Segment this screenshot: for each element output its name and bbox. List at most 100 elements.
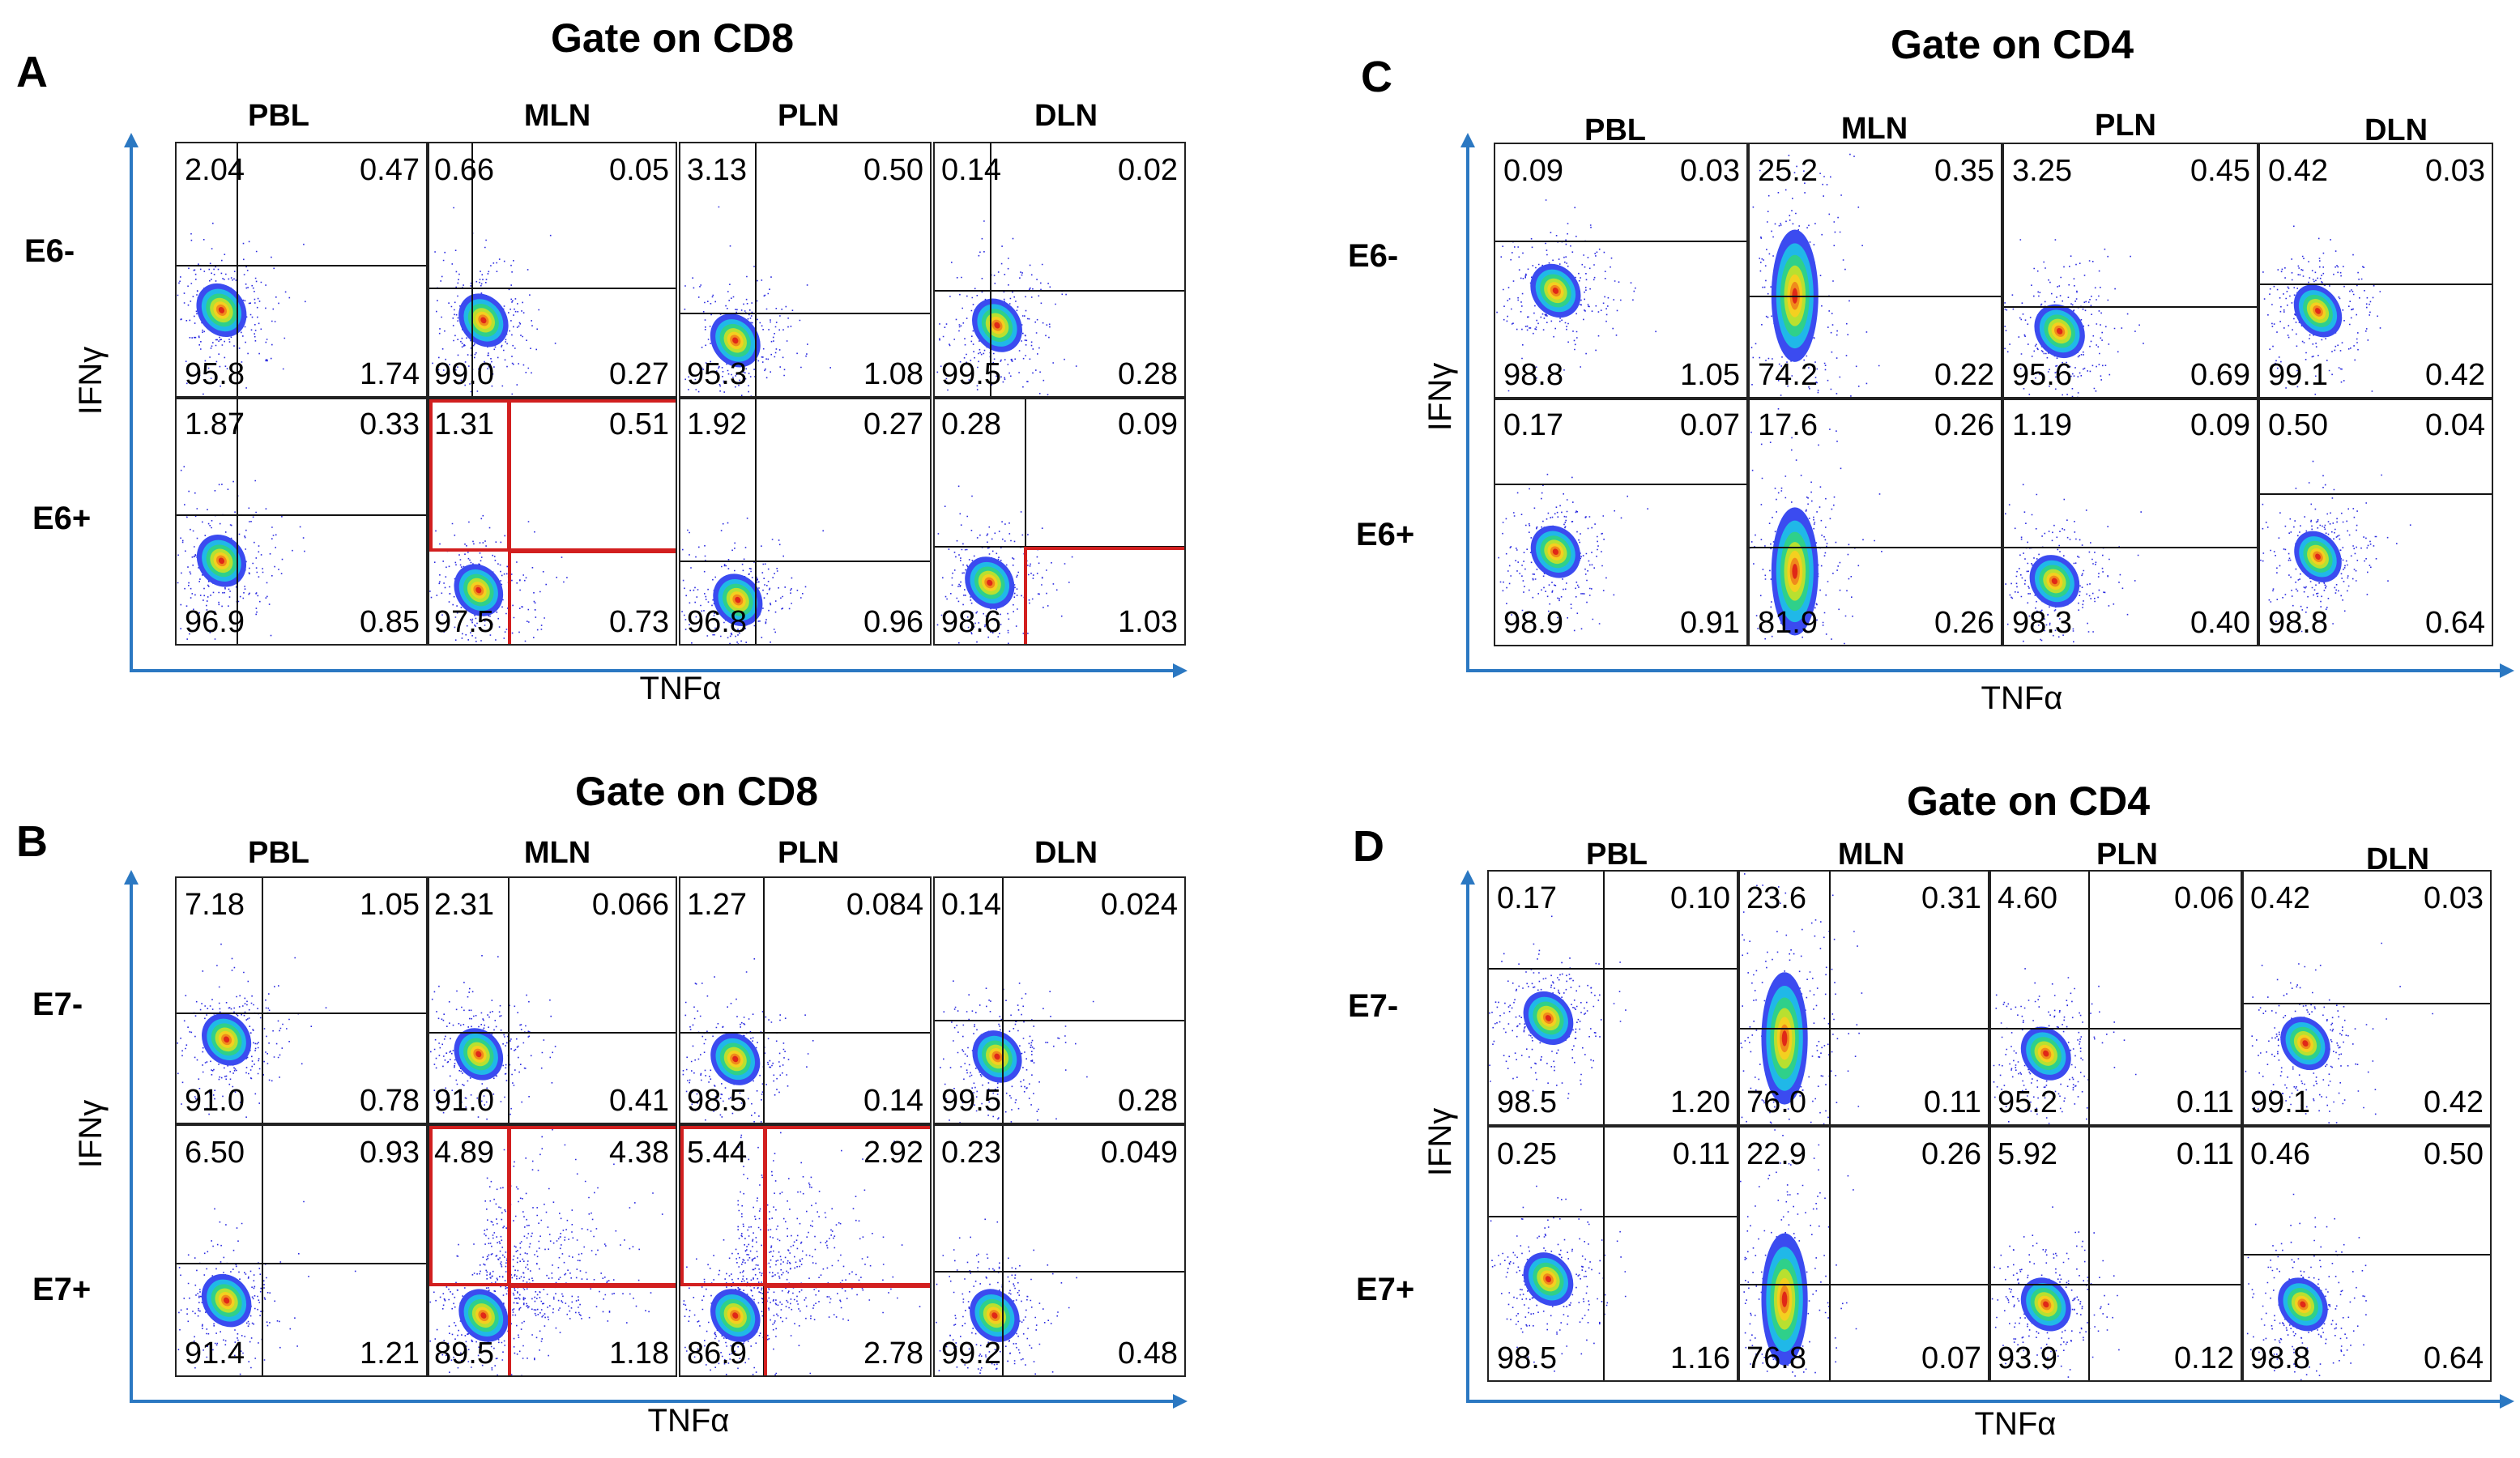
x-axis-label: TNFα [1974,1406,2057,1442]
quadrant-lower-left: 98.8 [1503,358,1563,392]
quadrant-upper-left: 0.17 [1503,408,1563,442]
flow-plot: 0.14 0.024 99.5 0.28 [933,876,1186,1124]
x-axis-arrow [2500,663,2514,678]
quadrant-lower-right: 0.26 [1934,606,1994,640]
quadrant-upper-right: 0.10 [1670,881,1730,915]
quadrant-line-vertical [2088,1128,2091,1380]
quadrant-upper-left: 2.04 [185,153,245,187]
column-title-dln: DLN [2365,842,2430,876]
flow-plot: 0.42 0.03 99.1 0.42 [2242,870,2492,1126]
flow-plot: 2.04 0.47 95.8 1.74 [175,142,428,398]
quadrant-upper-right: 0.33 [360,407,420,441]
density-cloud [177,1200,356,1375]
column-title-pln: PLN [778,99,839,133]
flow-plot: 4.89 4.38 89.5 1.18 [428,1124,677,1377]
quadrant-line-horizontal [429,1032,676,1034]
quadrant-lower-left: 98.3 [2012,606,2072,640]
quadrant-upper-right: 0.51 [609,407,669,441]
density-cloud [936,485,1073,644]
quadrant-lower-right: 0.11 [2176,1085,2234,1119]
density-cloud [2262,225,2381,395]
quadrant-line-horizontal [1750,296,2001,298]
highlight-gate [764,1285,930,1375]
flow-plot: 0.42 0.03 99.1 0.42 [2258,143,2493,399]
quadrant-line-vertical [1602,872,1605,1124]
panel-label: D [1353,822,1384,871]
quadrant-upper-left: 25.2 [1758,154,1818,188]
x-axis [1466,669,2501,672]
column-title-pln: PLN [778,836,839,870]
quadrant-lower-right: 0.85 [360,605,420,639]
quadrant-lower-right: 0.28 [1118,1084,1178,1118]
quadrant-upper-left: 1.31 [434,407,494,441]
quadrant-lower-left: 97.5 [434,605,494,639]
quadrant-line-vertical [1829,872,1831,1124]
quadrant-upper-right: 0.02 [1118,153,1178,187]
column-title-pbl: PBL [248,836,309,870]
quadrant-upper-right: 0.03 [1680,154,1740,188]
quadrant-lower-right: 0.07 [1921,1341,1981,1375]
quadrant-lower-left: 91.4 [185,1336,245,1371]
quadrant-lower-left: 95.8 [185,357,245,391]
quadrant-line-vertical [2088,872,2091,1124]
density-cloud [429,514,568,642]
quadrant-lower-right: 0.28 [1118,357,1178,391]
quadrant-line-horizontal [177,264,426,266]
density-cloud [1740,873,1863,1124]
quadrant-line-vertical [1024,399,1026,644]
flow-plot: 0.17 0.10 98.5 1.20 [1487,870,1738,1126]
quadrant-upper-left: 0.23 [941,1136,1001,1170]
column-title-mln: MLN [523,99,591,133]
quadrant-line-vertical [1829,1128,1831,1380]
density-cloud [936,220,1077,396]
quadrant-line-horizontal [2244,1003,2490,1005]
quadrant-lower-right: 1.03 [1118,605,1178,639]
quadrant-line-vertical [755,399,757,644]
quadrant-line-horizontal [1740,1284,1988,1286]
panel-title: Gate on CD8 [574,769,819,814]
quadrant-upper-right: 0.50 [863,153,923,187]
quadrant-lower-right: 0.22 [1934,358,1994,392]
quadrant-upper-right: 0.26 [1934,408,1994,442]
x-axis [130,669,1175,672]
quadrant-line-vertical [236,399,238,644]
quadrant-upper-left: 0.46 [2250,1137,2310,1171]
quadrant-upper-right: 0.084 [846,888,923,922]
quadrant-upper-left: 0.66 [434,153,494,187]
flow-plot: 0.50 0.04 98.8 0.64 [2258,399,2493,646]
density-cloud [1489,915,1627,1099]
quadrant-lower-right: 0.42 [2425,358,2485,392]
quadrant-upper-right: 0.11 [1672,1137,1730,1171]
quadrant-lower-left: 89.5 [434,1336,494,1371]
flow-plot: 0.17 0.07 98.9 0.91 [1494,399,1748,646]
flow-plot: 1.92 0.27 96.8 0.96 [679,398,932,646]
quadrant-upper-right: 0.049 [1100,1136,1178,1170]
quadrant-lower-right: 0.64 [2425,606,2485,640]
density-cloud [2005,484,2142,643]
quadrant-line-horizontal [1495,240,1746,242]
quadrant-line-vertical [1002,1126,1004,1375]
quadrant-lower-left: 99.1 [2250,1085,2310,1119]
quadrant-line-horizontal [1750,547,2001,549]
quadrant-upper-left: 4.60 [1998,881,2057,915]
quadrant-lower-left: 91.0 [185,1084,245,1118]
quadrant-line-horizontal [680,313,930,315]
quadrant-upper-left: 2.31 [434,888,494,922]
quadrant-upper-left: 0.09 [1503,154,1563,188]
quadrant-upper-left: 22.9 [1746,1137,1806,1171]
quadrant-line-horizontal [1991,1284,2241,1286]
quadrant-upper-left: 3.25 [2012,154,2072,188]
panel-label: B [16,817,48,866]
quadrant-line-horizontal [935,1270,1184,1273]
quadrant-lower-right: 1.21 [360,1336,420,1371]
quadrant-line-horizontal [1991,1028,2241,1030]
quadrant-line-vertical [755,143,757,396]
quadrant-line-horizontal [935,289,1184,292]
quadrant-upper-left: 1.87 [185,407,245,441]
flow-plot: 6.50 0.93 91.4 1.21 [175,1124,428,1377]
flow-plot: 2.31 0.066 91.0 0.41 [428,876,677,1124]
y-axis [130,146,133,672]
density-cloud [429,1128,663,1375]
x-axis-label: TNFα [647,1403,730,1439]
quadrant-line-horizontal [935,1020,1184,1022]
